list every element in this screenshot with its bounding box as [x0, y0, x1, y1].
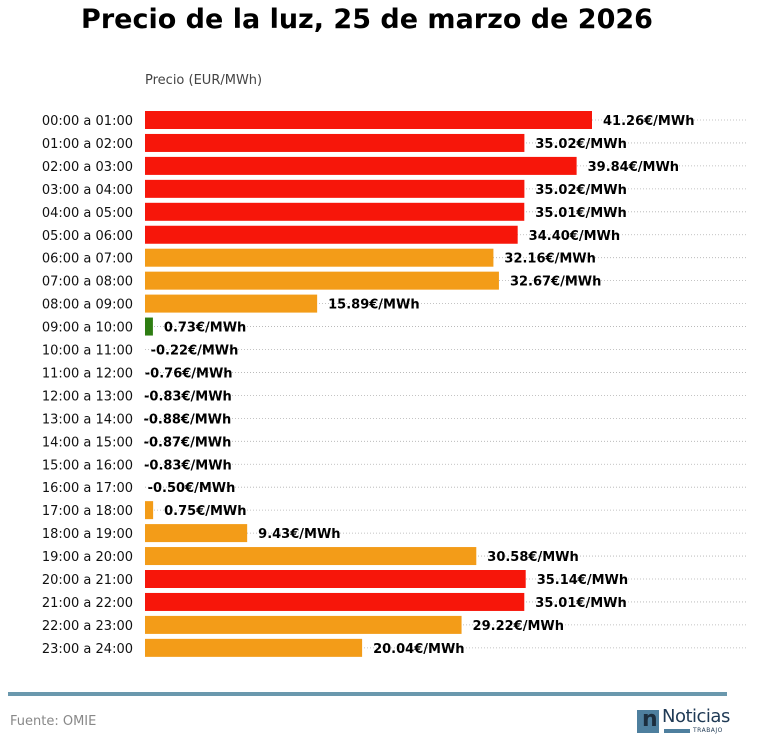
bar — [145, 248, 494, 267]
category-label: 13:00 a 14:00 — [42, 412, 133, 427]
category-label: 04:00 a 05:00 — [42, 206, 133, 221]
bar — [145, 111, 592, 129]
category-label: 14:00 a 15:00 — [42, 435, 133, 450]
category-label: 05:00 a 06:00 — [42, 229, 133, 244]
category-label: 01:00 a 02:00 — [42, 137, 133, 152]
bar — [145, 133, 525, 152]
category-label: 15:00 a 16:00 — [42, 458, 133, 473]
bar — [145, 592, 525, 611]
source-text: Fuente: OMIE — [10, 714, 97, 729]
value-label: -0.83€/MWh — [144, 389, 232, 404]
category-label: 18:00 a 19:00 — [42, 527, 133, 542]
bar — [145, 547, 477, 566]
value-label: -0.50€/MWh — [148, 481, 236, 496]
value-label: -0.76€/MWh — [145, 366, 233, 381]
value-label: 41.26€/MWh — [603, 114, 694, 129]
bar — [145, 225, 518, 244]
category-label: 23:00 a 24:00 — [42, 642, 133, 657]
logo-subtitle: TRABAJO — [693, 727, 723, 734]
category-label: 00:00 a 01:00 — [42, 114, 133, 129]
bar — [145, 570, 526, 588]
category-label: 20:00 a 21:00 — [42, 573, 133, 588]
value-label: -0.83€/MWh — [144, 458, 232, 473]
category-label: 08:00 a 09:00 — [42, 298, 133, 313]
value-label: 35.02€/MWh — [535, 183, 626, 198]
footer-rule — [8, 692, 727, 696]
value-label: 30.58€/MWh — [487, 550, 578, 565]
bar — [145, 294, 318, 313]
bar — [145, 638, 363, 657]
value-label: 20.04€/MWh — [373, 642, 464, 657]
value-label: 39.84€/MWh — [588, 160, 679, 175]
bar — [145, 179, 525, 198]
value-label: 9.43€/MWh — [258, 527, 340, 542]
value-label: 0.75€/MWh — [164, 504, 246, 519]
category-label: 17:00 a 18:00 — [42, 504, 133, 519]
bar-chart: 00:00 a 01:00 41.26€/MWh 01:00 a 02:00 35.0… — [42, 111, 748, 657]
bar — [145, 156, 577, 175]
bar — [145, 317, 153, 336]
value-label: 34.40€/MWh — [529, 229, 620, 244]
value-label: 0.73€/MWh — [164, 321, 246, 336]
logo-word: Noticias — [662, 706, 730, 727]
category-label: 11:00 a 12:00 — [42, 366, 133, 381]
value-label: 32.67€/MWh — [510, 275, 601, 290]
category-label: 06:00 a 07:00 — [42, 252, 133, 267]
logo-icon: n — [637, 707, 659, 733]
chart-title: Precio de la luz, 25 de marzo de 2026 — [81, 4, 653, 35]
logo: n Noticias TRABAJO — [637, 706, 730, 735]
category-label: 10:00 a 11:00 — [42, 344, 133, 359]
category-label: 02:00 a 03:00 — [42, 160, 133, 175]
category-label: 22:00 a 23:00 — [42, 619, 133, 634]
value-label: 35.14€/MWh — [537, 573, 628, 588]
axis-label: Precio (EUR/MWh) — [145, 73, 263, 88]
bar — [145, 524, 248, 543]
category-label: 07:00 a 08:00 — [42, 275, 133, 290]
value-label: -0.87€/MWh — [144, 435, 232, 450]
category-label: 16:00 a 17:00 — [42, 481, 133, 496]
bar — [145, 271, 499, 290]
category-label: 09:00 a 10:00 — [42, 321, 133, 336]
value-label: 35.02€/MWh — [535, 137, 626, 152]
category-label: 19:00 a 20:00 — [42, 550, 133, 565]
value-label: 15.89€/MWh — [328, 298, 419, 313]
value-label: -0.22€/MWh — [151, 344, 239, 359]
value-label: 35.01€/MWh — [535, 206, 626, 221]
value-label: -0.88€/MWh — [143, 412, 231, 427]
value-label: 35.01€/MWh — [535, 596, 626, 611]
value-label: 32.16€/MWh — [504, 252, 595, 267]
bar — [145, 615, 462, 634]
category-label: 12:00 a 13:00 — [42, 389, 133, 404]
category-label: 03:00 a 04:00 — [42, 183, 133, 198]
value-label: 29.22€/MWh — [473, 619, 564, 634]
category-label: 21:00 a 22:00 — [42, 596, 133, 611]
bar — [145, 501, 154, 520]
logo-underline — [664, 729, 690, 733]
bar — [145, 202, 525, 221]
